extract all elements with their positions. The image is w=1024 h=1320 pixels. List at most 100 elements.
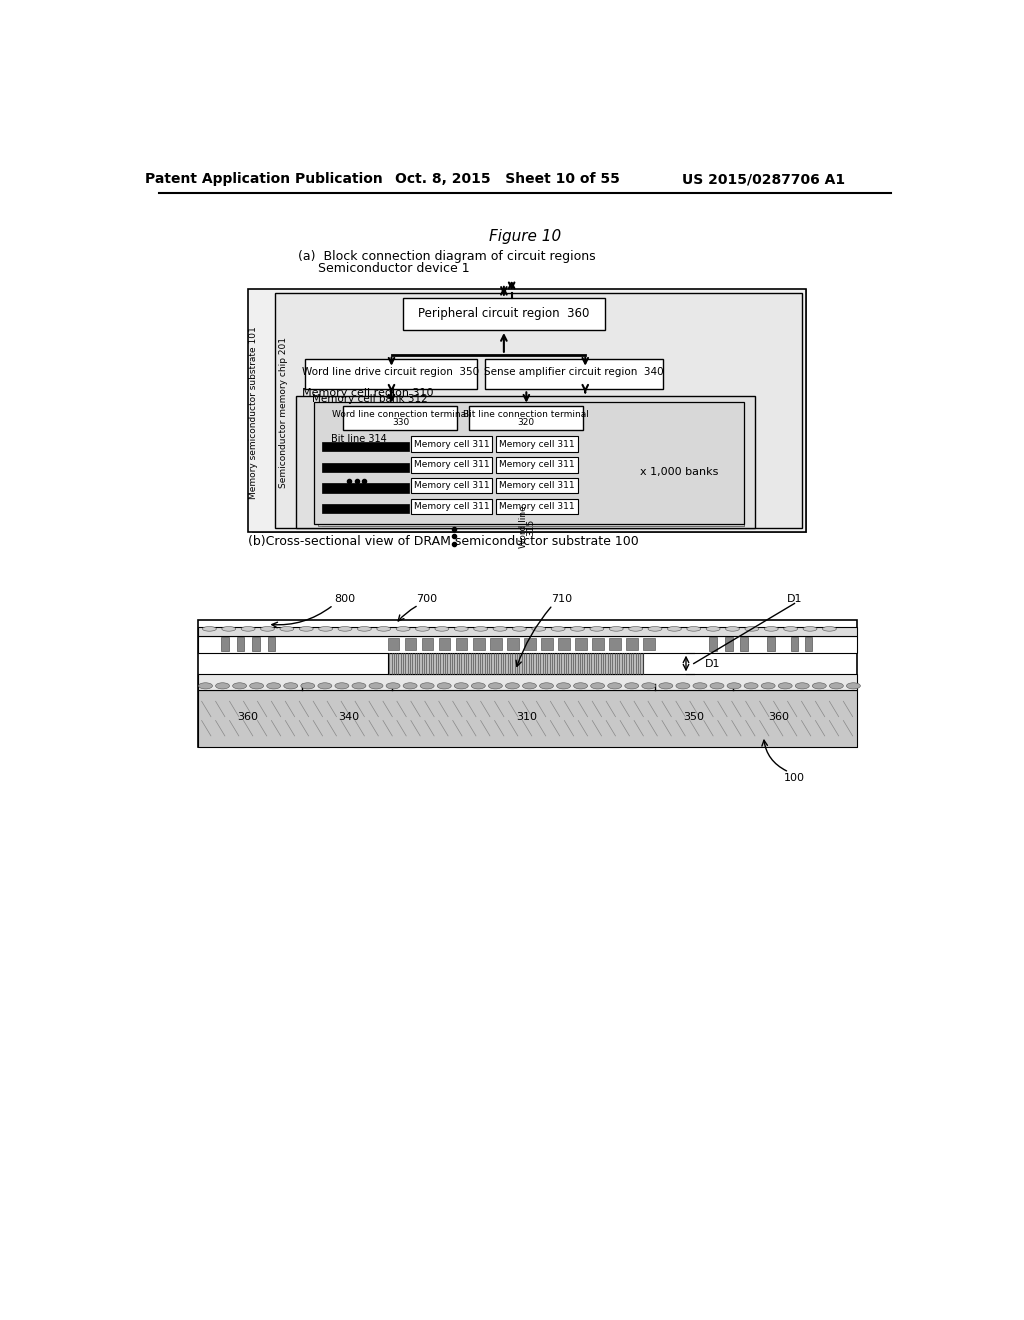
Text: Memory cell 311: Memory cell 311 [414,502,489,511]
Ellipse shape [474,627,487,631]
Bar [411,478,493,494]
Ellipse shape [335,682,349,689]
Text: Figure 10: Figure 10 [488,230,561,244]
Bar [805,638,812,651]
Bar [524,638,536,651]
Bar [403,298,604,330]
Text: (a)  Block connection diagram of circuit regions: (a) Block connection diagram of circuit … [299,251,596,264]
Ellipse shape [687,627,700,631]
Ellipse shape [386,682,400,689]
Ellipse shape [764,627,778,631]
Text: 360: 360 [768,711,790,722]
Text: 340: 340 [338,711,359,722]
Ellipse shape [676,682,690,689]
Ellipse shape [352,682,366,689]
Bar [237,638,245,651]
Ellipse shape [506,682,519,689]
Bar [643,638,655,651]
Ellipse shape [727,682,741,689]
Text: Oct. 8, 2015   Sheet 10 of 55: Oct. 8, 2015 Sheet 10 of 55 [395,172,621,186]
Ellipse shape [437,682,452,689]
Ellipse shape [642,682,655,689]
Text: Word line drive circuit region  350: Word line drive circuit region 350 [302,367,479,376]
Text: 800: 800 [335,594,355,603]
Bar [496,437,578,451]
Bar [322,504,409,513]
Bar [322,442,409,451]
Bar [198,620,856,747]
Bar [256,293,806,532]
Text: Peripheral circuit region  360: Peripheral circuit region 360 [418,308,590,321]
Ellipse shape [607,682,622,689]
Ellipse shape [284,682,298,689]
Bar [725,638,732,651]
Text: Memory cell region 310: Memory cell region 310 [302,388,434,399]
Ellipse shape [216,682,229,689]
Ellipse shape [648,627,662,631]
Ellipse shape [668,627,681,631]
Bar [473,638,484,651]
Text: Semiconductor memory chip 201: Semiconductor memory chip 201 [279,337,288,488]
Bar [311,407,754,527]
Text: x 1,000 banks: x 1,000 banks [640,467,718,477]
Ellipse shape [551,627,565,631]
Bar [267,305,806,532]
Bar [541,638,553,651]
Bar [287,302,802,527]
Text: D1: D1 [786,594,802,603]
Ellipse shape [471,682,485,689]
Bar [322,411,744,525]
Bar [627,638,638,651]
Text: Bit line connection terminal: Bit line connection terminal [463,409,589,418]
Text: 360: 360 [238,711,259,722]
Ellipse shape [232,682,247,689]
Text: Sense amplifier circuit region  340: Sense amplifier circuit region 340 [483,367,664,376]
Text: Word line: Word line [519,506,527,548]
Ellipse shape [540,682,554,689]
Text: Memory cell 311: Memory cell 311 [499,440,574,449]
Ellipse shape [629,627,643,631]
Bar [496,478,578,494]
Ellipse shape [822,627,837,631]
Bar [411,457,493,473]
Text: 330: 330 [392,418,409,426]
Ellipse shape [455,627,468,631]
Bar [198,636,856,653]
Bar [291,305,802,527]
Ellipse shape [318,627,333,631]
Ellipse shape [377,627,391,631]
Ellipse shape [744,682,758,689]
Bar [592,638,604,651]
Bar [496,499,578,515]
Text: Word line connection terminal: Word line connection terminal [332,409,469,418]
Bar [263,301,806,532]
Bar [456,638,467,651]
Bar [314,403,744,524]
Ellipse shape [455,682,468,689]
Ellipse shape [512,627,526,631]
Bar [404,638,417,651]
Ellipse shape [707,627,720,631]
Ellipse shape [625,682,639,689]
Bar [469,405,583,430]
Ellipse shape [416,627,429,631]
Ellipse shape [557,682,570,689]
Bar [305,359,477,389]
Bar [198,689,856,747]
Bar [300,397,754,527]
Text: Memory cell 311: Memory cell 311 [414,461,489,470]
Ellipse shape [658,682,673,689]
Ellipse shape [847,682,860,689]
Ellipse shape [241,627,255,631]
Ellipse shape [573,682,588,689]
Ellipse shape [778,682,793,689]
Bar [283,298,802,527]
Text: Memory cell 311: Memory cell 311 [499,482,574,490]
Ellipse shape [420,682,434,689]
Ellipse shape [590,627,604,631]
Ellipse shape [710,682,724,689]
Ellipse shape [369,682,383,689]
Bar [198,627,856,636]
Text: Semiconductor device 1: Semiconductor device 1 [317,261,469,275]
Ellipse shape [266,682,281,689]
